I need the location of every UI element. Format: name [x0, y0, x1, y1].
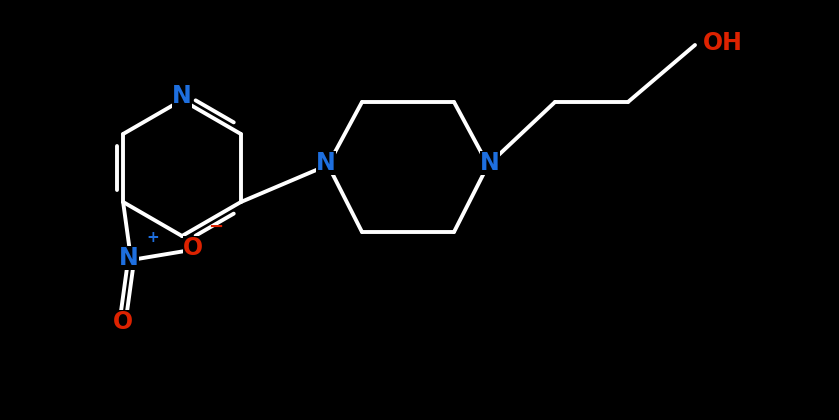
Text: O: O [183, 236, 203, 260]
Text: +: + [146, 230, 159, 245]
Text: O: O [113, 310, 133, 334]
Text: N: N [172, 84, 192, 108]
Text: N: N [316, 151, 336, 175]
Text: −: − [208, 218, 223, 236]
Text: N: N [119, 246, 139, 270]
Text: N: N [480, 151, 500, 175]
Text: OH: OH [703, 31, 743, 55]
